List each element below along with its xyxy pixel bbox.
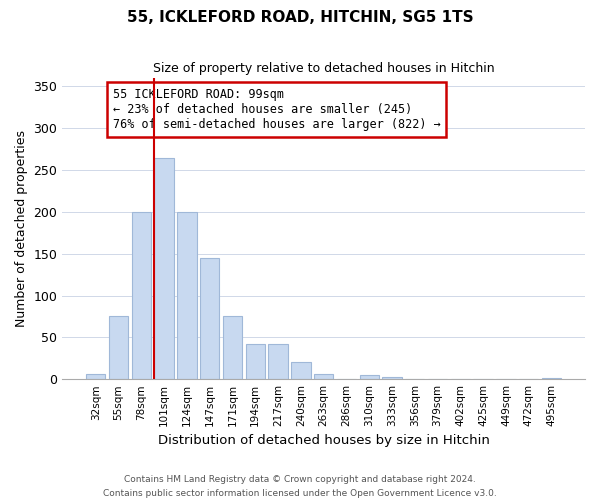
Title: Size of property relative to detached houses in Hitchin: Size of property relative to detached ho… [153, 62, 494, 76]
Bar [131, 212, 151, 379]
Text: 55, ICKLEFORD ROAD, HITCHIN, SG5 1TS: 55, ICKLEFORD ROAD, HITCHIN, SG5 1TS [127, 10, 473, 25]
Bar [268, 344, 288, 379]
X-axis label: Distribution of detached houses by size in Hitchin: Distribution of detached houses by size … [158, 434, 490, 448]
Bar [109, 316, 128, 379]
Bar [223, 316, 242, 379]
Bar [314, 374, 334, 379]
Bar [200, 258, 220, 379]
Bar [154, 158, 174, 379]
Bar [177, 212, 197, 379]
Bar [245, 344, 265, 379]
Bar [86, 374, 106, 379]
Bar [291, 362, 311, 379]
Text: Contains HM Land Registry data © Crown copyright and database right 2024.
Contai: Contains HM Land Registry data © Crown c… [103, 476, 497, 498]
Bar [542, 378, 561, 379]
Text: 55 ICKLEFORD ROAD: 99sqm
← 23% of detached houses are smaller (245)
76% of semi-: 55 ICKLEFORD ROAD: 99sqm ← 23% of detach… [113, 88, 440, 131]
Bar [359, 375, 379, 379]
Y-axis label: Number of detached properties: Number of detached properties [15, 130, 28, 327]
Bar [382, 376, 402, 379]
